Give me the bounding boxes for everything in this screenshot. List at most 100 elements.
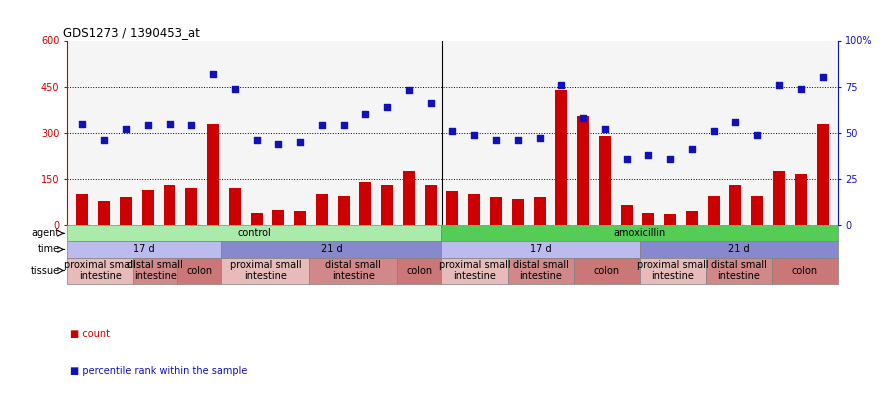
- Bar: [309, 258, 398, 283]
- Point: [685, 146, 699, 153]
- Bar: [76, 194, 89, 225]
- Bar: [67, 241, 221, 258]
- Text: distal small
intestine: distal small intestine: [711, 260, 767, 281]
- Bar: [599, 136, 611, 225]
- Bar: [316, 194, 328, 225]
- Bar: [381, 185, 393, 225]
- Bar: [773, 171, 785, 225]
- Bar: [251, 213, 263, 225]
- Text: time: time: [38, 245, 59, 254]
- Bar: [512, 199, 524, 225]
- Point: [511, 137, 525, 143]
- Bar: [442, 241, 640, 258]
- Bar: [221, 241, 442, 258]
- Bar: [272, 210, 284, 225]
- Bar: [469, 194, 480, 225]
- Bar: [177, 258, 221, 283]
- Bar: [403, 171, 415, 225]
- Bar: [795, 175, 806, 225]
- Text: ■ count: ■ count: [70, 329, 110, 339]
- Point: [445, 128, 460, 134]
- Point: [119, 126, 134, 132]
- Bar: [67, 225, 442, 241]
- Point: [401, 87, 416, 94]
- Point: [358, 111, 373, 117]
- Bar: [640, 241, 838, 258]
- Text: 17 d: 17 d: [530, 245, 551, 254]
- Point: [663, 156, 677, 162]
- Text: colon: colon: [407, 266, 433, 275]
- Bar: [398, 258, 442, 283]
- Point: [794, 85, 808, 92]
- Text: amoxicillin: amoxicillin: [614, 228, 666, 238]
- Point: [162, 120, 177, 127]
- Point: [554, 81, 568, 88]
- Bar: [67, 258, 134, 283]
- Bar: [664, 214, 676, 225]
- Bar: [708, 196, 719, 225]
- Bar: [556, 90, 567, 225]
- Text: proximal small
intestine: proximal small intestine: [637, 260, 709, 281]
- Point: [206, 70, 220, 77]
- Text: GDS1273 / 1390453_at: GDS1273 / 1390453_at: [64, 26, 200, 39]
- Text: colon: colon: [593, 266, 620, 275]
- Text: distal small
intestine: distal small intestine: [513, 260, 568, 281]
- Point: [293, 139, 307, 145]
- Bar: [294, 211, 306, 225]
- Bar: [134, 258, 177, 283]
- Text: 21 d: 21 d: [728, 245, 749, 254]
- Point: [184, 122, 198, 129]
- Bar: [207, 124, 219, 225]
- Point: [228, 85, 242, 92]
- Point: [271, 141, 286, 147]
- Bar: [573, 258, 640, 283]
- Bar: [446, 191, 459, 225]
- Text: proximal small
intestine: proximal small intestine: [65, 260, 136, 281]
- Text: agent: agent: [31, 228, 59, 238]
- Point: [642, 152, 656, 158]
- Bar: [577, 116, 589, 225]
- Text: 21 d: 21 d: [321, 245, 342, 254]
- Text: ■ percentile rank within the sample: ■ percentile rank within the sample: [70, 366, 247, 375]
- Point: [771, 81, 786, 88]
- Point: [619, 156, 633, 162]
- Point: [97, 137, 111, 143]
- Bar: [99, 200, 110, 225]
- Bar: [185, 188, 197, 225]
- Point: [424, 100, 438, 107]
- Point: [576, 115, 590, 122]
- Point: [75, 120, 90, 127]
- Point: [467, 132, 481, 138]
- Text: control: control: [237, 228, 271, 238]
- Text: colon: colon: [186, 266, 212, 275]
- Bar: [751, 196, 763, 225]
- Bar: [442, 225, 838, 241]
- Bar: [425, 185, 436, 225]
- Point: [815, 74, 830, 81]
- Point: [337, 122, 351, 129]
- Bar: [816, 124, 829, 225]
- Text: colon: colon: [792, 266, 818, 275]
- Bar: [507, 258, 573, 283]
- Text: proximal small
intestine: proximal small intestine: [439, 260, 511, 281]
- Point: [489, 137, 504, 143]
- Bar: [442, 258, 507, 283]
- Text: 17 d: 17 d: [134, 245, 155, 254]
- Point: [750, 132, 764, 138]
- Text: tissue: tissue: [30, 266, 59, 275]
- Text: distal small
intestine: distal small intestine: [325, 260, 382, 281]
- Bar: [729, 185, 742, 225]
- Point: [314, 122, 329, 129]
- Text: distal small
intestine: distal small intestine: [127, 260, 183, 281]
- Point: [249, 137, 263, 143]
- Bar: [640, 258, 706, 283]
- Bar: [771, 258, 838, 283]
- Text: proximal small
intestine: proximal small intestine: [229, 260, 301, 281]
- Bar: [142, 190, 154, 225]
- Point: [532, 135, 547, 142]
- Bar: [642, 213, 654, 225]
- Bar: [228, 188, 241, 225]
- Bar: [221, 258, 309, 283]
- Bar: [621, 205, 633, 225]
- Point: [728, 119, 743, 125]
